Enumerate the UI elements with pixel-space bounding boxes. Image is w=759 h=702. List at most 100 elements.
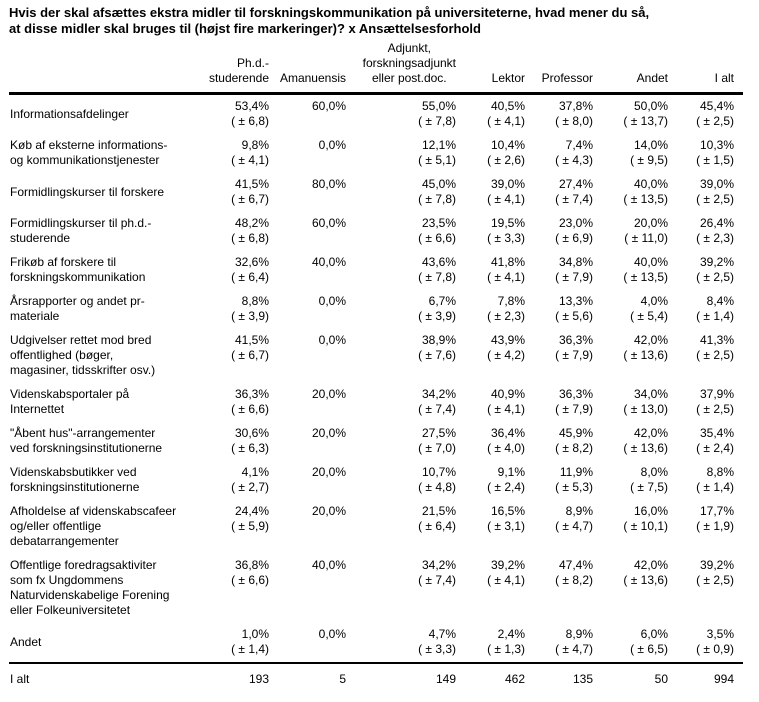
cell-percentage: 36,8% xyxy=(234,558,269,572)
cell-confidence-interval: ( ± 6,8) xyxy=(231,114,269,128)
cell-confidence-interval: ( ± 3,9) xyxy=(418,309,456,323)
column-header-i-alt: I alt xyxy=(668,39,743,95)
cell-percentage: 20,0% xyxy=(311,387,346,401)
data-cell: 40,0% ( ± 13,5) xyxy=(593,173,668,212)
cell-confidence-interval: ( ± 3,1) xyxy=(487,519,525,533)
data-cell: 6,0% ( ± 6,5) xyxy=(593,623,668,663)
cell-percentage: 40,0% xyxy=(311,558,346,572)
cell-percentage: 26,4% xyxy=(699,216,734,230)
cell-percentage: 8,8% xyxy=(241,294,269,308)
cell-confidence-interval: ( ± 13,6) xyxy=(623,573,668,587)
data-cell: 42,0% ( ± 13,6) xyxy=(593,422,668,461)
cell-percentage: 43,9% xyxy=(490,333,525,347)
data-cell: 38,9% ( ± 7,6) xyxy=(346,329,456,383)
cell-confidence-interval: ( ± 4,7) xyxy=(555,519,593,533)
cell-confidence-interval: ( ± 4,0) xyxy=(487,441,525,455)
data-cell: 43,9% ( ± 4,2) xyxy=(456,329,525,383)
cell-percentage: 6,7% xyxy=(428,294,456,308)
data-cell: 60,0% xyxy=(269,94,346,135)
data-cell: 36,3% ( ± 7,9) xyxy=(525,383,593,422)
cell-percentage: 42,0% xyxy=(633,558,668,572)
data-cell: 17,7% ( ± 1,9) xyxy=(668,500,743,554)
data-cell: 11,9% ( ± 5,3) xyxy=(525,461,593,500)
data-cell: 23,5% ( ± 6,6) xyxy=(346,212,456,251)
cell-percentage: 16,5% xyxy=(490,504,525,518)
cell-percentage: 20,0% xyxy=(311,504,346,518)
data-cell: 34,0% ( ± 13,0) xyxy=(593,383,668,422)
data-cell: 16,0% ( ± 10,1) xyxy=(593,500,668,554)
data-cell: 1,0% ( ± 1,4) xyxy=(201,623,269,663)
cell-percentage: 36,4% xyxy=(490,426,525,440)
cell-confidence-interval: ( ± 6,9) xyxy=(555,231,593,245)
table-row: Årsrapporter og andet pr- materiale 8,8%… xyxy=(9,290,743,329)
cell-percentage: 40,0% xyxy=(633,177,668,191)
cell-confidence-interval: ( ± 7,8) xyxy=(418,270,456,284)
cell-percentage: 21,5% xyxy=(421,504,456,518)
cell-percentage: 40,9% xyxy=(490,387,525,401)
data-cell: 32,6% ( ± 6,4) xyxy=(201,251,269,290)
data-cell: 20,0% ( ± 11,0) xyxy=(593,212,668,251)
column-header-phd-studerende: Ph.d.- studerende xyxy=(201,39,269,95)
data-cell: 10,3% ( ± 1,5) xyxy=(668,134,743,173)
data-cell: 16,5% ( ± 3,1) xyxy=(456,500,525,554)
column-header-professor: Professor xyxy=(525,39,593,95)
cell-percentage: 9,1% xyxy=(497,465,525,479)
cell-percentage: 8,9% xyxy=(565,627,593,641)
header-empty-cell xyxy=(9,39,201,95)
data-cell: 4,0% ( ± 5,4) xyxy=(593,290,668,329)
cell-percentage: 37,8% xyxy=(558,99,593,113)
data-cell: 4,7% ( ± 3,3) xyxy=(346,623,456,663)
cell-percentage: 27,4% xyxy=(558,177,593,191)
table-footer: I alt 193 5 149 462 135 50 994 xyxy=(9,662,743,702)
cell-confidence-interval: ( ± 13,5) xyxy=(623,192,668,206)
data-cell: 48,2% ( ± 6,8) xyxy=(201,212,269,251)
data-cell: 45,4% ( ± 2,5) xyxy=(668,94,743,135)
cell-confidence-interval: ( ± 5,9) xyxy=(231,519,269,533)
data-cell: 43,6% ( ± 7,8) xyxy=(346,251,456,290)
cell-percentage: 8,9% xyxy=(565,504,593,518)
row-label: Videnskabsportaler på Internettet xyxy=(10,387,130,416)
cell-percentage: 34,8% xyxy=(558,255,593,269)
cell-confidence-interval: ( ± 6,8) xyxy=(231,231,269,245)
cell-confidence-interval: ( ± 2,5) xyxy=(696,573,734,587)
cell-percentage: 9,8% xyxy=(241,138,269,152)
cell-percentage: 8,4% xyxy=(706,294,734,308)
data-cell: 40,9% ( ± 4,1) xyxy=(456,383,525,422)
page-title: Hvis der skal afsættes ekstra midler til… xyxy=(9,5,650,36)
cell-percentage: 41,3% xyxy=(699,333,734,347)
cell-confidence-interval: ( ± 1,5) xyxy=(696,153,734,167)
data-cell: 21,5% ( ± 6,4) xyxy=(346,500,456,554)
cell-percentage: 45,0% xyxy=(421,177,456,191)
cell-confidence-interval: ( ± 4,1) xyxy=(487,192,525,206)
cell-percentage: 1,0% xyxy=(241,627,269,641)
column-header-andet: Andet xyxy=(593,39,668,95)
data-cell: 0,0% xyxy=(269,623,346,663)
cell-percentage: 80,0% xyxy=(311,177,346,191)
data-cell: 9,1% ( ± 2,4) xyxy=(456,461,525,500)
cell-confidence-interval: ( ± 3,3) xyxy=(418,642,456,656)
data-cell: 41,5% ( ± 6,7) xyxy=(201,173,269,212)
data-cell: 36,3% ( ± 7,9) xyxy=(525,329,593,383)
table-row: Frikøb af forskere til forskningskommuni… xyxy=(9,251,743,290)
cell-percentage: 10,4% xyxy=(490,138,525,152)
cell-percentage: 17,7% xyxy=(699,504,734,518)
cell-percentage: 7,4% xyxy=(565,138,593,152)
data-cell: 3,5% ( ± 0,9) xyxy=(668,623,743,663)
data-cell: 23,0% ( ± 6,9) xyxy=(525,212,593,251)
cell-confidence-interval: ( ± 2,5) xyxy=(696,270,734,284)
cell-percentage: 0,0% xyxy=(318,627,346,641)
cell-percentage: 4,7% xyxy=(428,627,456,641)
total-row: I alt 193 5 149 462 135 50 994 xyxy=(9,662,743,702)
cell-confidence-interval: ( ± 6,5) xyxy=(630,642,668,656)
row-label: Udgivelser rettet mod bred offentlighed … xyxy=(10,333,156,377)
data-cell: 20,0% xyxy=(269,422,346,461)
cell-confidence-interval: ( ± 2,3) xyxy=(487,309,525,323)
data-cell: 12,1% ( ± 5,1) xyxy=(346,134,456,173)
row-label: Andet xyxy=(10,634,42,649)
cell-confidence-interval: ( ± 6,4) xyxy=(231,270,269,284)
data-cell: 40,0% xyxy=(269,251,346,290)
column-header-label: Ph.d.- studerende xyxy=(208,56,269,85)
table-row: Afholdelse af videnskabscafeer og/eller … xyxy=(9,500,743,554)
data-cell: 0,0% xyxy=(269,329,346,383)
table-row: Offentlige foredragsaktiviter som fx Ung… xyxy=(9,554,743,623)
